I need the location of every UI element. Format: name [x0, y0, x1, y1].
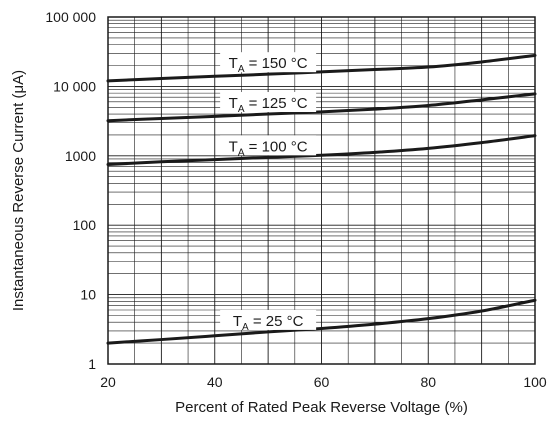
x-tick-label: 100 [523, 374, 547, 390]
series-line [106, 53, 537, 83]
x-tick-label: 60 [314, 374, 330, 390]
series-label: TA = 25 °C [233, 313, 304, 333]
axis-ticks: 20 40 60 80 100 1 10 100 1000 10 000 100 000 [45, 9, 547, 390]
series-label-background [220, 135, 317, 156]
series-lines [106, 53, 537, 345]
y-tick-label: 10 000 [53, 78, 96, 94]
y-tick-label: 1000 [65, 148, 96, 164]
series-line [106, 134, 537, 166]
y-axis-label: Instantaneous Reverse Current (μA) [10, 70, 27, 311]
y-tick-label: 1 [88, 356, 96, 372]
series-line [106, 92, 537, 123]
series-label-background [220, 52, 317, 73]
series-line [106, 298, 537, 345]
x-axis-label: Percent of Rated Peak Reverse Voltage (%… [175, 399, 468, 416]
series-label: TA = 125 °C [229, 95, 308, 115]
plot-frame [107, 16, 536, 365]
x-tick-label: 80 [420, 374, 436, 390]
y-tick-label: 100 [73, 217, 97, 233]
series-label-background [220, 309, 317, 330]
series-label-background [220, 92, 317, 113]
x-tick-label: 20 [100, 374, 116, 390]
series-labels: TA = 150 °C TA = 125 °C TA = 100 °C TA = 25… [220, 52, 317, 333]
series-label: TA = 100 °C [229, 138, 308, 158]
y-tick-label: 10 [80, 287, 96, 303]
x-tick-label: 40 [207, 374, 223, 390]
y-tick-label: 100 000 [45, 9, 96, 25]
series-label: TA = 150 °C [229, 55, 308, 75]
